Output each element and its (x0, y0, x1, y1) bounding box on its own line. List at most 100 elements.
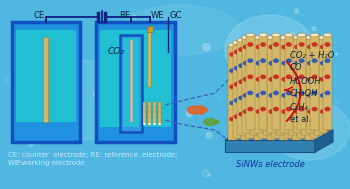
Ellipse shape (26, 31, 27, 32)
Bar (279, 45, 288, 140)
Ellipse shape (255, 68, 261, 73)
Ellipse shape (242, 101, 248, 105)
Bar (284, 43, 293, 138)
Ellipse shape (251, 96, 257, 100)
Ellipse shape (277, 112, 283, 116)
Ellipse shape (288, 38, 297, 42)
Ellipse shape (315, 112, 321, 116)
Polygon shape (201, 105, 208, 115)
Ellipse shape (299, 42, 304, 47)
Ellipse shape (243, 45, 249, 49)
Ellipse shape (34, 130, 38, 134)
Ellipse shape (242, 68, 248, 73)
Ellipse shape (270, 100, 350, 160)
Ellipse shape (315, 96, 321, 100)
Ellipse shape (30, 60, 130, 140)
Ellipse shape (260, 58, 266, 63)
Ellipse shape (94, 92, 99, 97)
Text: CE: CE (34, 11, 45, 19)
Ellipse shape (323, 33, 332, 37)
Bar (254, 45, 262, 140)
Text: CO: CO (290, 64, 302, 73)
Ellipse shape (247, 66, 253, 70)
Bar (96, 22, 175, 142)
Ellipse shape (299, 91, 304, 95)
Ellipse shape (306, 84, 312, 89)
Ellipse shape (294, 61, 300, 65)
Ellipse shape (292, 43, 301, 47)
Ellipse shape (238, 79, 244, 84)
Ellipse shape (294, 101, 300, 105)
Ellipse shape (259, 82, 265, 87)
Bar (280, 37, 288, 132)
Ellipse shape (268, 84, 274, 89)
Ellipse shape (311, 98, 317, 103)
Ellipse shape (320, 93, 326, 98)
Text: SiNWs electrode: SiNWs electrode (236, 160, 304, 169)
Ellipse shape (260, 107, 266, 112)
Ellipse shape (186, 111, 192, 117)
Bar (143, 112, 146, 124)
Ellipse shape (281, 45, 287, 49)
Bar (148, 27, 151, 87)
Ellipse shape (284, 41, 293, 44)
Bar (43, 37, 48, 122)
Ellipse shape (153, 118, 156, 120)
Ellipse shape (320, 61, 326, 65)
Ellipse shape (268, 93, 274, 98)
Bar (250, 40, 258, 135)
Ellipse shape (243, 109, 249, 114)
Ellipse shape (281, 117, 287, 122)
Bar (267, 37, 276, 132)
Ellipse shape (234, 98, 240, 103)
Ellipse shape (281, 61, 287, 65)
Ellipse shape (281, 52, 287, 57)
Ellipse shape (247, 114, 253, 119)
Ellipse shape (148, 113, 151, 115)
Ellipse shape (314, 38, 323, 42)
Ellipse shape (153, 123, 156, 125)
Ellipse shape (312, 74, 317, 79)
Ellipse shape (231, 88, 233, 90)
Ellipse shape (312, 58, 317, 63)
Ellipse shape (268, 68, 274, 73)
Ellipse shape (74, 83, 81, 89)
Ellipse shape (263, 38, 271, 42)
Bar (271, 43, 280, 138)
Ellipse shape (298, 82, 304, 87)
Ellipse shape (260, 74, 266, 79)
Ellipse shape (237, 38, 245, 42)
Bar (301, 40, 310, 135)
Ellipse shape (143, 123, 146, 125)
Ellipse shape (290, 33, 295, 38)
Ellipse shape (267, 43, 275, 47)
Ellipse shape (272, 50, 278, 54)
Ellipse shape (302, 63, 308, 68)
Ellipse shape (229, 52, 235, 57)
Bar (297, 43, 305, 138)
Bar (245, 43, 254, 138)
Ellipse shape (259, 66, 265, 70)
Ellipse shape (256, 77, 261, 82)
Ellipse shape (285, 98, 291, 103)
Ellipse shape (290, 63, 296, 68)
Ellipse shape (225, 15, 315, 85)
Ellipse shape (280, 36, 288, 40)
Ellipse shape (46, 44, 51, 49)
Ellipse shape (191, 34, 193, 35)
Ellipse shape (312, 42, 317, 47)
Ellipse shape (264, 63, 270, 68)
Ellipse shape (234, 50, 240, 54)
Bar (12, 22, 80, 142)
Ellipse shape (285, 33, 293, 37)
Ellipse shape (65, 136, 68, 139)
Ellipse shape (188, 106, 203, 114)
Polygon shape (225, 140, 315, 152)
Ellipse shape (294, 77, 300, 82)
Ellipse shape (315, 63, 321, 68)
Polygon shape (315, 130, 333, 152)
Ellipse shape (247, 98, 253, 103)
Text: GC: GC (169, 11, 182, 19)
Ellipse shape (301, 38, 310, 42)
Text: et al.: et al. (290, 115, 311, 125)
